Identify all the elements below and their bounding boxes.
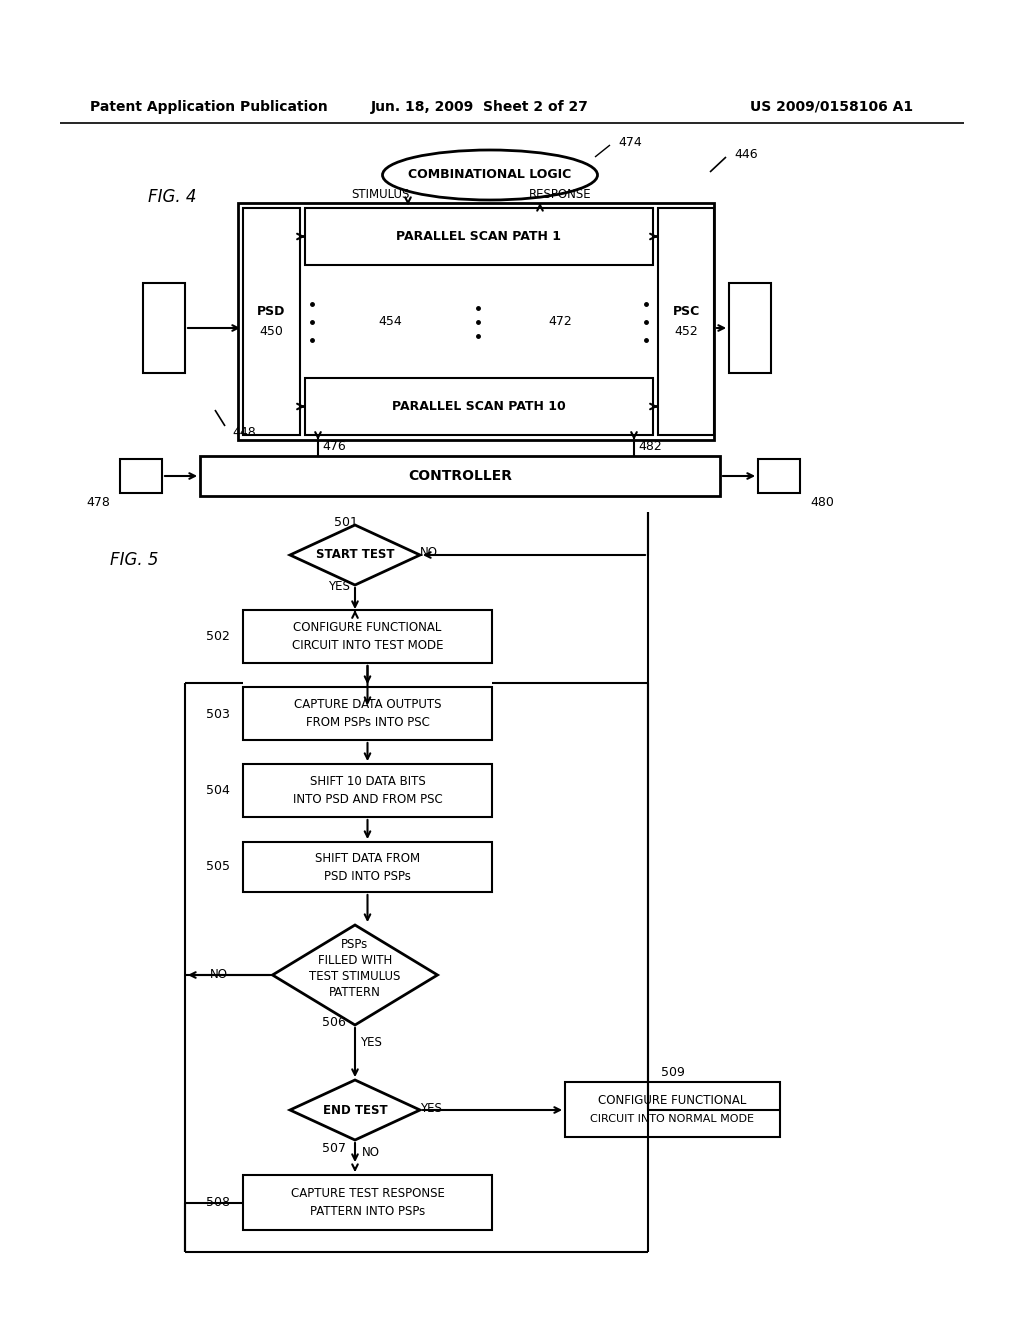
Text: 476: 476: [322, 441, 346, 454]
Text: YES: YES: [328, 581, 350, 594]
Text: START TEST: START TEST: [315, 549, 394, 561]
Text: 450: 450: [259, 325, 284, 338]
Text: PATTERN: PATTERN: [329, 986, 381, 999]
Text: FROM PSPs INTO PSC: FROM PSPs INTO PSC: [305, 715, 429, 729]
Text: FILLED WITH: FILLED WITH: [317, 954, 392, 968]
Text: COMBINATIONAL LOGIC: COMBINATIONAL LOGIC: [409, 169, 571, 181]
Bar: [729, 282, 771, 374]
Polygon shape: [272, 925, 437, 1026]
Text: CONTROLLER: CONTROLLER: [408, 469, 512, 483]
Bar: [200, 455, 720, 496]
Bar: [758, 459, 800, 492]
Text: PATTERN INTO PSPs: PATTERN INTO PSPs: [310, 1205, 425, 1218]
Bar: [305, 209, 653, 265]
Text: PARALLEL SCAN PATH 10: PARALLEL SCAN PATH 10: [392, 400, 566, 413]
Text: 504: 504: [206, 784, 230, 797]
Polygon shape: [290, 1080, 420, 1140]
Text: 452: 452: [674, 325, 698, 338]
Bar: [243, 842, 492, 892]
Bar: [305, 378, 653, 436]
Text: CIRCUIT INTO TEST MODE: CIRCUIT INTO TEST MODE: [292, 639, 443, 652]
Text: INTO PSD AND FROM PSC: INTO PSD AND FROM PSC: [293, 793, 442, 807]
Bar: [243, 1175, 492, 1230]
Text: PSPs: PSPs: [341, 939, 369, 952]
Bar: [238, 203, 714, 440]
Polygon shape: [290, 525, 420, 585]
Text: 446: 446: [734, 148, 758, 161]
Text: Patent Application Publication: Patent Application Publication: [90, 100, 328, 114]
Text: 454: 454: [378, 315, 401, 327]
Text: 448: 448: [232, 425, 256, 438]
Text: 508: 508: [206, 1196, 230, 1209]
Text: 482: 482: [638, 441, 662, 454]
Text: PSD INTO PSPs: PSD INTO PSPs: [324, 870, 411, 883]
Text: CAPTURE DATA OUTPUTS: CAPTURE DATA OUTPUTS: [294, 698, 441, 711]
Text: CONFIGURE FUNCTIONAL: CONFIGURE FUNCTIONAL: [293, 620, 441, 634]
Text: CONFIGURE FUNCTIONAL: CONFIGURE FUNCTIONAL: [598, 1094, 746, 1107]
Bar: [565, 1082, 780, 1137]
Bar: [120, 459, 162, 492]
Text: STIMULUS: STIMULUS: [351, 187, 410, 201]
Text: NO: NO: [362, 1146, 380, 1159]
Bar: [243, 686, 492, 741]
Text: END TEST: END TEST: [323, 1104, 387, 1117]
Text: NO: NO: [420, 546, 438, 560]
Text: 480: 480: [810, 495, 834, 508]
Text: US 2009/0158106 A1: US 2009/0158106 A1: [750, 100, 913, 114]
Text: NO: NO: [210, 969, 228, 982]
Text: 503: 503: [206, 708, 230, 721]
Bar: [243, 764, 492, 817]
Text: SHIFT 10 DATA BITS: SHIFT 10 DATA BITS: [309, 775, 425, 788]
Bar: [658, 209, 714, 436]
Text: RESPONSE: RESPONSE: [528, 187, 591, 201]
Text: YES: YES: [420, 1101, 442, 1114]
Text: 472: 472: [548, 315, 571, 327]
Text: SHIFT DATA FROM: SHIFT DATA FROM: [315, 851, 420, 865]
Text: 506: 506: [322, 1015, 346, 1028]
Text: FIG. 5: FIG. 5: [110, 550, 159, 569]
Text: 474: 474: [618, 136, 642, 149]
Text: PARALLEL SCAN PATH 1: PARALLEL SCAN PATH 1: [396, 230, 561, 243]
Text: FIG. 4: FIG. 4: [148, 187, 197, 206]
Text: TEST STIMULUS: TEST STIMULUS: [309, 970, 400, 983]
Ellipse shape: [383, 150, 597, 201]
Bar: [143, 282, 185, 374]
Text: 509: 509: [660, 1065, 684, 1078]
Text: 501: 501: [334, 516, 357, 528]
Text: 502: 502: [206, 631, 230, 644]
Text: PSC: PSC: [673, 305, 699, 318]
Bar: [243, 209, 300, 436]
Text: 507: 507: [322, 1142, 346, 1155]
Bar: [243, 610, 492, 663]
Text: CAPTURE TEST RESPONSE: CAPTURE TEST RESPONSE: [291, 1187, 444, 1200]
Text: 505: 505: [206, 861, 230, 874]
Text: CIRCUIT INTO NORMAL MODE: CIRCUIT INTO NORMAL MODE: [591, 1114, 755, 1123]
Text: PSD: PSD: [257, 305, 286, 318]
Text: 478: 478: [86, 495, 110, 508]
Text: YES: YES: [360, 1035, 382, 1048]
Text: Jun. 18, 2009  Sheet 2 of 27: Jun. 18, 2009 Sheet 2 of 27: [371, 100, 589, 114]
